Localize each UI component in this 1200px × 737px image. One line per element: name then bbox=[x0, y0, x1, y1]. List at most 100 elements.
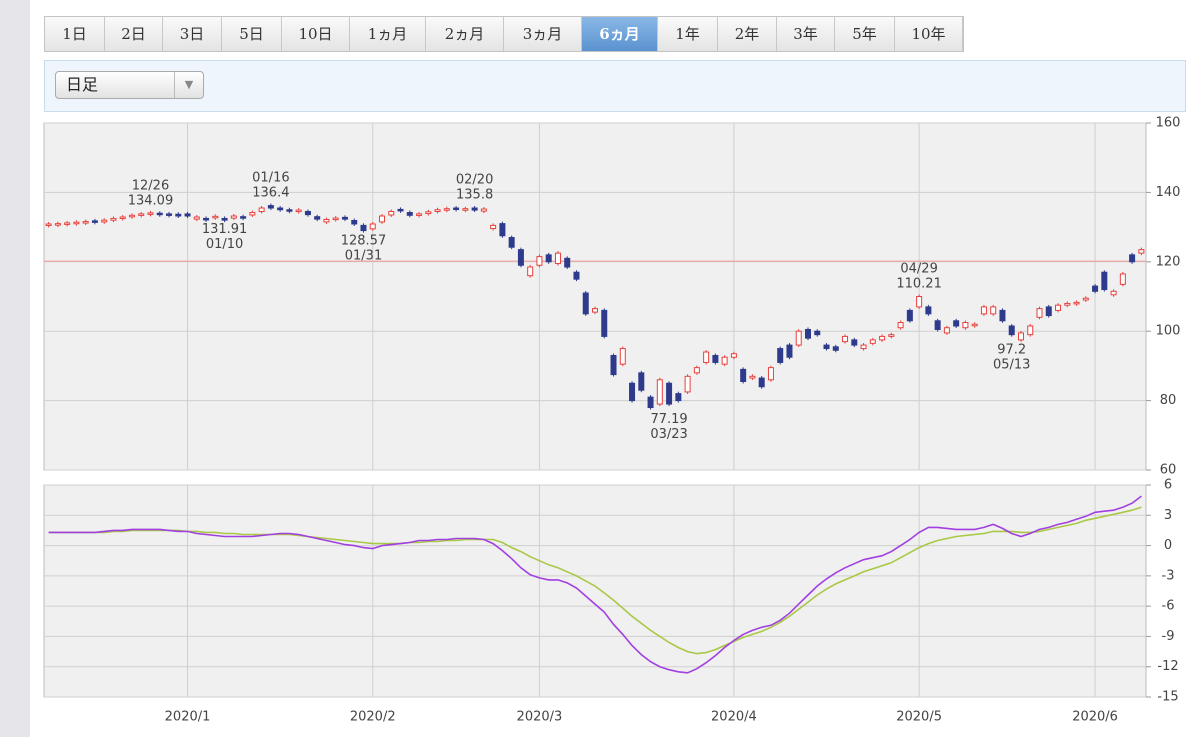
candle-body bbox=[1008, 325, 1015, 336]
candle-body bbox=[721, 356, 728, 365]
period-tab[interactable]: 1日 bbox=[45, 17, 105, 51]
period-tab[interactable]: 2年 bbox=[718, 17, 777, 51]
candle-body bbox=[564, 257, 571, 268]
y-tick-label: -9 bbox=[1162, 629, 1175, 644]
y-tick-label: 120 bbox=[1156, 254, 1181, 269]
candle-body bbox=[91, 220, 98, 223]
candle-body bbox=[166, 213, 173, 216]
candle-body bbox=[379, 215, 386, 223]
y-tick-label: 60 bbox=[1160, 463, 1177, 478]
candle-body bbox=[953, 320, 960, 327]
candle-body bbox=[869, 339, 876, 344]
interval-select[interactable]: 日足 ▼ bbox=[55, 71, 204, 99]
candle-body bbox=[1045, 306, 1052, 317]
period-tab[interactable]: 2日 bbox=[105, 17, 163, 51]
candle-body bbox=[527, 266, 534, 277]
candle-body bbox=[416, 213, 423, 216]
candle-body bbox=[619, 348, 626, 365]
candle-body bbox=[1064, 302, 1071, 306]
annotation-date: 02/20 bbox=[456, 172, 493, 187]
candle-body bbox=[517, 249, 524, 266]
candle-body bbox=[703, 351, 710, 363]
candle-body bbox=[592, 308, 598, 313]
candle-body bbox=[1101, 271, 1108, 291]
period-tab[interactable]: 2ヵ月 bbox=[426, 17, 504, 51]
dropdown-arrow[interactable]: ▼ bbox=[174, 72, 203, 98]
candle-body bbox=[1036, 308, 1043, 318]
period-tab[interactable]: 1年 bbox=[658, 17, 718, 51]
candle-body bbox=[351, 220, 358, 225]
candle-body bbox=[795, 330, 802, 346]
candle-body bbox=[45, 223, 52, 226]
candle-body bbox=[1027, 325, 1034, 336]
period-tab[interactable]: 5日 bbox=[222, 17, 282, 51]
candle-body bbox=[508, 237, 515, 248]
candle-body bbox=[1017, 332, 1024, 341]
candle-body bbox=[675, 393, 682, 402]
y-tick-label: -6 bbox=[1162, 599, 1175, 614]
annotation-date: 01/16 bbox=[252, 170, 289, 185]
candle-body bbox=[971, 323, 978, 327]
candle-body bbox=[82, 221, 89, 224]
candle-body bbox=[851, 339, 858, 346]
candle-body bbox=[730, 353, 737, 358]
candle-body bbox=[128, 214, 135, 218]
candle-body bbox=[656, 379, 663, 405]
annotation-value: 131.91 bbox=[202, 222, 248, 237]
period-tab[interactable]: 6ヵ月 bbox=[582, 17, 658, 51]
candle-body bbox=[777, 348, 784, 363]
candle-body bbox=[175, 213, 182, 217]
candle-body bbox=[842, 335, 849, 343]
annotation-date: 12/26 bbox=[132, 178, 169, 193]
period-tab[interactable]: 5年 bbox=[835, 17, 895, 51]
candle-body bbox=[629, 382, 636, 402]
y-tick-label: 80 bbox=[1160, 393, 1177, 408]
period-tab[interactable]: 3日 bbox=[163, 17, 222, 51]
candle-body bbox=[193, 216, 200, 220]
candle-body bbox=[277, 207, 284, 211]
candle-body bbox=[425, 211, 432, 215]
candle-body bbox=[1073, 301, 1080, 305]
candle-body bbox=[934, 320, 941, 330]
candle-body bbox=[999, 309, 1006, 322]
candle-body bbox=[804, 328, 811, 339]
candle-body bbox=[647, 396, 654, 409]
candle-body bbox=[1138, 249, 1145, 254]
candle-body bbox=[499, 223, 506, 237]
period-tab[interactable]: 3ヵ月 bbox=[504, 17, 582, 51]
candle-body bbox=[119, 216, 126, 220]
candle-body bbox=[286, 209, 293, 212]
candle-body bbox=[156, 212, 163, 216]
annotation-value: 136.4 bbox=[252, 185, 289, 200]
candle-body bbox=[888, 334, 895, 337]
x-tick-label: 2020/1 bbox=[165, 710, 211, 725]
period-tab[interactable]: 10年 bbox=[895, 17, 963, 51]
candle-body bbox=[443, 208, 450, 211]
candle-body bbox=[767, 367, 774, 381]
annotation-value: 134.09 bbox=[128, 193, 174, 208]
candle-body bbox=[1110, 290, 1117, 296]
period-tab[interactable]: 10日 bbox=[282, 17, 350, 51]
annotation-date: 05/13 bbox=[993, 357, 1030, 372]
candle-body bbox=[925, 306, 932, 315]
y-tick-label: -12 bbox=[1157, 659, 1178, 674]
candle-body bbox=[184, 213, 191, 217]
candle-body bbox=[638, 372, 645, 391]
candle-body bbox=[860, 344, 867, 350]
candle-body bbox=[480, 208, 487, 212]
annotation-date: 01/10 bbox=[206, 237, 243, 252]
candle-body bbox=[323, 218, 330, 223]
period-tab[interactable]: 1ヵ月 bbox=[350, 17, 426, 51]
candle-body bbox=[295, 209, 302, 213]
candle-body bbox=[712, 354, 719, 363]
y-tick-label: 100 bbox=[1156, 324, 1181, 339]
candle-body bbox=[147, 212, 154, 215]
candle-body bbox=[203, 217, 210, 221]
period-tab[interactable]: 3年 bbox=[777, 17, 835, 51]
annotation-value: 97.2 bbox=[997, 342, 1026, 357]
candle-body bbox=[462, 208, 469, 211]
candle-body bbox=[943, 327, 950, 334]
candle-body bbox=[990, 306, 997, 315]
candle-body bbox=[471, 207, 478, 211]
